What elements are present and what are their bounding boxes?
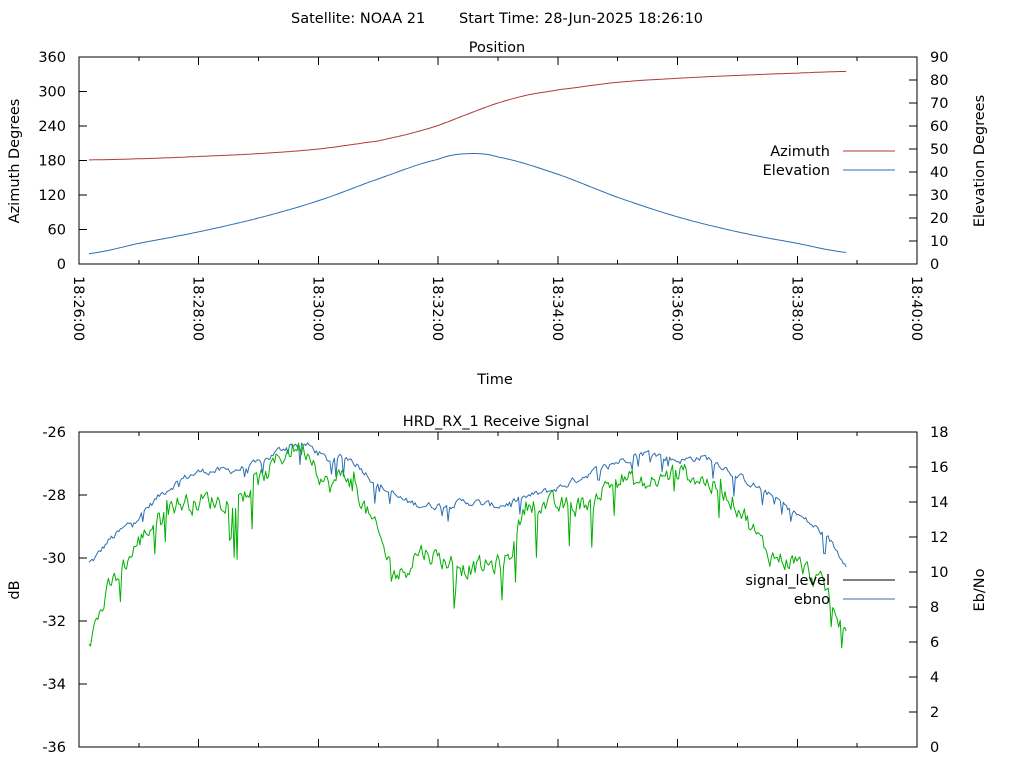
time-xtick-label-18-36-00: 18:36:00 (669, 276, 685, 341)
time-xtick-label-18-40-00: 18:40:00 (908, 276, 924, 341)
db-tick-label-32: -32 (42, 614, 66, 630)
elevation-tick-label-40: 40 (930, 165, 948, 181)
db-tick-label-34: -34 (42, 677, 66, 693)
azimuth-axis-label: Azimuth Degrees (7, 99, 23, 224)
elevation-tick-label-90: 90 (930, 50, 948, 66)
db-tick-label-28: -28 (42, 488, 66, 504)
ebno-tick-label-18: 18 (930, 425, 948, 441)
azimuth-tick-label-60: 60 (48, 223, 66, 239)
receive-signal-chart: HRD_RX_1 Receive Signal -36-34-32-30-28-… (7, 414, 988, 756)
position-plot-frame (78, 56, 918, 265)
time-xtick-label-18-28-00: 18:28:00 (190, 276, 206, 341)
legend-label-azimuth: Azimuth (770, 144, 830, 160)
elevation-tick-label-80: 80 (930, 73, 948, 89)
time-xtick-label-18-34-00: 18:34:00 (549, 276, 565, 341)
position-series-layer (88, 70, 847, 255)
ebno-tick-label-14: 14 (930, 495, 948, 511)
time-xtick-label-18-32-00: 18:32:00 (429, 276, 445, 341)
signal-ticks-layer: -36 -34 -32 -30 -28 -26 0 2 4 6 8 10 12 14 16 18 (42, 425, 948, 756)
db-tick-label-36: -36 (42, 740, 66, 756)
receive-signal-chart-title: HRD_RX_1 Receive Signal (403, 414, 589, 430)
signal-plot-frame (78, 431, 918, 748)
satellite-label: Satellite: NOAA 21 (291, 11, 425, 27)
legend-label-elevation: Elevation (763, 163, 830, 179)
time-xtick-label-18-30-00: 18:30:00 (309, 276, 325, 341)
db-tick-label-26: -26 (42, 425, 66, 441)
signal-legend: signal_level ebno (745, 573, 895, 608)
elevation-tick-label-0: 0 (930, 257, 939, 273)
ebno-tick-label-4: 4 (930, 670, 939, 686)
legend-label-ebno: ebno (794, 592, 830, 608)
ebno-axis-label: Eb/No (972, 568, 988, 611)
elevation-tick-label-20: 20 (930, 211, 948, 227)
position-chart: Position 0 60 120 180 240 300 360 0 10 20 30 40 50 60… (7, 40, 988, 388)
ebno-tick-label-8: 8 (930, 600, 939, 616)
ebno-tick-label-0: 0 (930, 740, 939, 756)
elevation-tick-label-10: 10 (930, 234, 948, 250)
db-tick-label-30: -30 (42, 551, 66, 567)
azimuth-tick-label-120: 120 (38, 188, 66, 204)
signal-series-layer (88, 442, 847, 649)
elevation-tick-label-70: 70 (930, 96, 948, 112)
series-line-ebno (88, 442, 847, 568)
db-axis-label: dB (7, 580, 23, 599)
series-line-azimuth (89, 70, 847, 161)
start-time-label: Start Time: 28-Jun-2025 18:26:10 (459, 11, 703, 27)
position-ticks-layer: 0 60 120 180 240 300 360 0 10 20 30 40 50 60 70 80 90 18:… (38, 50, 948, 341)
azimuth-tick-label-300: 300 (38, 85, 66, 101)
elevation-tick-label-60: 60 (930, 119, 948, 135)
position-chart-title: Position (469, 40, 525, 56)
ebno-tick-label-10: 10 (930, 565, 948, 581)
azimuth-tick-label-0: 0 (57, 257, 66, 273)
azimuth-tick-label-240: 240 (38, 119, 66, 135)
time-xtick-label-18-26-00: 18:26:00 (70, 276, 86, 341)
time-xtick-label-18-38-00: 18:38:00 (788, 276, 804, 341)
series-line-elevation (88, 153, 847, 255)
elevation-tick-label-30: 30 (930, 188, 948, 204)
time-axis-label: Time (476, 372, 513, 388)
legend-label-signal-level: signal_level (745, 573, 830, 589)
position-legend: Azimuth Elevation (763, 144, 895, 179)
ebno-tick-label-16: 16 (930, 460, 948, 476)
series-line-signal-level (88, 442, 847, 649)
ebno-tick-label-2: 2 (930, 705, 939, 721)
elevation-axis-label: Elevation Degrees (972, 95, 988, 227)
azimuth-tick-label-180: 180 (38, 154, 66, 170)
ebno-tick-label-12: 12 (930, 530, 948, 546)
elevation-tick-label-50: 50 (930, 142, 948, 158)
ebno-tick-label-6: 6 (930, 635, 939, 651)
azimuth-tick-label-360: 360 (38, 50, 66, 66)
